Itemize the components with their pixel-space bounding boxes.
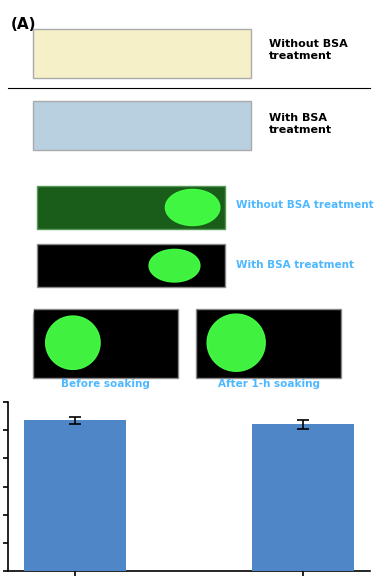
Text: (A): (A) (11, 17, 37, 32)
Bar (33, 309, 178, 378)
Bar (33, 29, 251, 78)
Text: Without BSA treatment: Without BSA treatment (236, 200, 374, 209)
Text: (C): (C) (11, 303, 36, 318)
Text: With BSA
treatment: With BSA treatment (269, 113, 332, 134)
Text: Without BSA
treatment: Without BSA treatment (269, 39, 348, 61)
Polygon shape (166, 189, 220, 226)
Text: After 1-h soaking: After 1-h soaking (218, 379, 320, 389)
Bar (37, 186, 225, 229)
Text: (B): (B) (11, 180, 37, 195)
Text: With BSA treatment: With BSA treatment (236, 260, 354, 270)
Bar (252, 425, 354, 571)
Bar (24, 420, 126, 571)
Polygon shape (207, 314, 265, 371)
Polygon shape (149, 249, 200, 282)
Bar (196, 309, 341, 378)
Bar (33, 101, 251, 150)
Bar (37, 244, 225, 287)
Polygon shape (46, 316, 100, 369)
Text: Before soaking: Before soaking (61, 379, 150, 389)
